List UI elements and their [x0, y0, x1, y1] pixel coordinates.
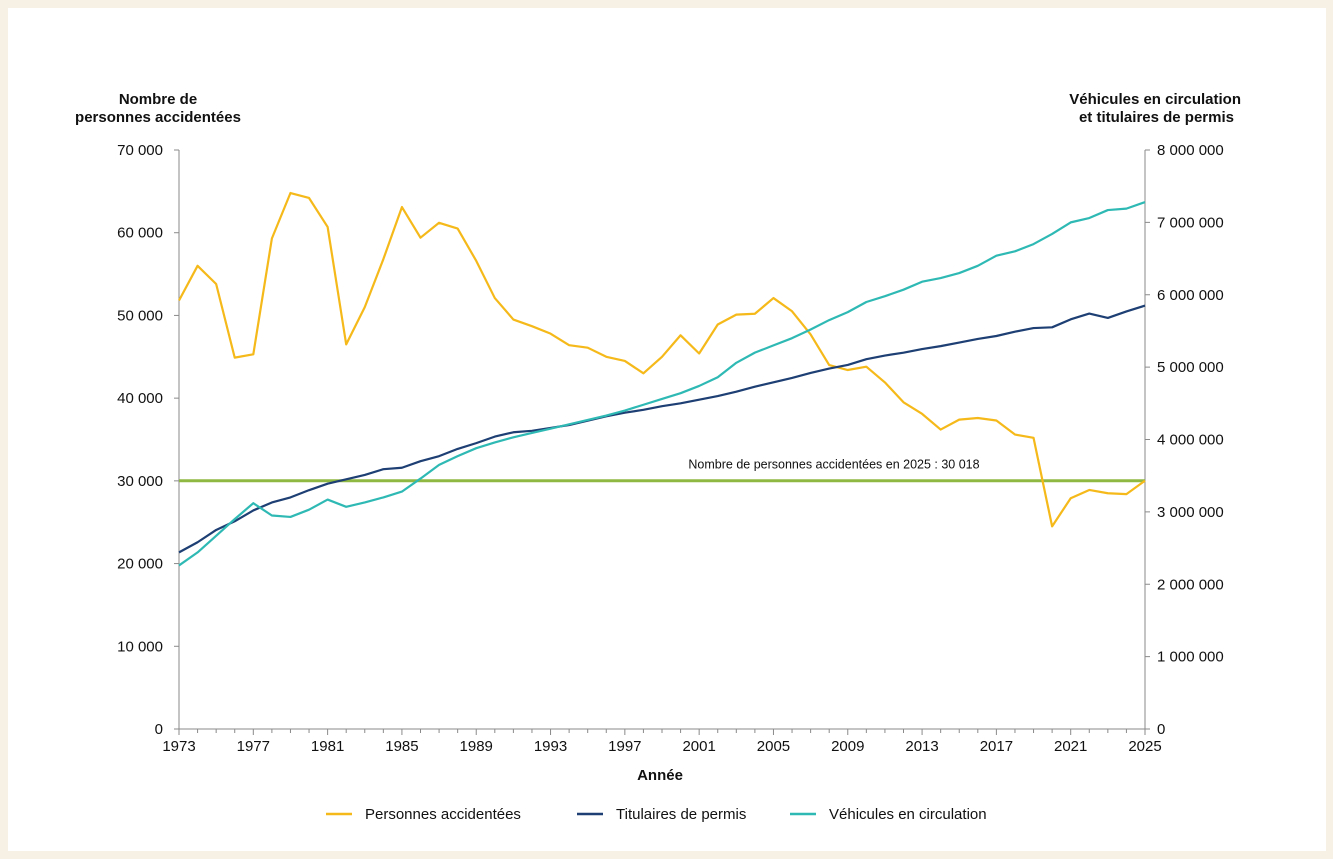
y-left-tick-label: 60 000: [117, 225, 163, 242]
x-tick-label: 1997: [608, 738, 641, 755]
series-lines: [178, 191, 1146, 567]
legend-label: Véhicules en circulation: [829, 806, 987, 823]
x-tick-label: 2005: [757, 738, 790, 755]
y-right-axis-title-line2: et titulaires de permis: [1079, 109, 1234, 126]
x-axis-title: Année: [637, 767, 683, 784]
x-tick-label: 2013: [905, 738, 938, 755]
reference-line-label: Nombre de personnes accidentées en 2025 …: [688, 458, 979, 472]
x-tick-label: 2001: [682, 738, 715, 755]
x-tick-label: 1977: [237, 738, 270, 755]
y-left-tick-label: 70 000: [117, 142, 163, 159]
x-tick-label: 2025: [1128, 738, 1161, 755]
x-tick-label: 1989: [460, 738, 493, 755]
y-right-tick-label: 1 000 000: [1157, 649, 1224, 666]
y-right-tick-label: 6 000 000: [1157, 287, 1224, 304]
series-line-titulaires-de-permis: [178, 304, 1146, 554]
axes: 0 10 000 20 000 30 000 40 000 50 000 60 000 70 …: [117, 142, 1224, 755]
legend: Personnes accidentées Titulaires de permi…: [326, 806, 987, 823]
y-right-tick-label: 7 000 000: [1157, 214, 1224, 231]
y-left-tick-label: 40 000: [117, 390, 163, 407]
y-left-tick-label: 20 000: [117, 556, 163, 573]
chart-panel: Nombre de personnes accidentées Véhicule…: [8, 8, 1326, 851]
x-tick-label: 1985: [385, 738, 418, 755]
y-right-tick-label: 5 000 000: [1157, 359, 1224, 376]
y-right-tick-label: 4 000 000: [1157, 432, 1224, 449]
y-left-axis-title-line2: personnes accidentées: [75, 109, 241, 126]
legend-label: Personnes accidentées: [365, 806, 521, 823]
reference-line-group: Nombre de personnes accidentées en 2025 …: [179, 458, 1145, 483]
series-line-vehicules-en-circulation: [178, 201, 1146, 567]
y-left-tick-label: 0: [155, 721, 163, 738]
y-right-tick-label: 2 000 000: [1157, 576, 1224, 593]
y-right-tick-label: 8 000 000: [1157, 142, 1224, 159]
y-left-axis-title-line1: Nombre de: [119, 91, 197, 108]
y-right-tick-label: 0: [1157, 721, 1165, 738]
legend-label: Titulaires de permis: [616, 806, 746, 823]
x-tick-label: 1993: [534, 738, 567, 755]
y-right-axis-title-line1: Véhicules en circulation: [1069, 91, 1241, 108]
x-tick-label: 1973: [162, 738, 195, 755]
line-chart: Nombre de personnes accidentées Véhicule…: [75, 91, 1241, 823]
y-right-tick-label: 3 000 000: [1157, 504, 1224, 521]
y-left-tick-label: 50 000: [117, 307, 163, 324]
x-tick-label: 2017: [980, 738, 1013, 755]
x-tick-label: 2021: [1054, 738, 1087, 755]
x-tick-label: 2009: [831, 738, 864, 755]
series-line-personnes-accidentees: [178, 191, 1146, 528]
y-left-tick-label: 30 000: [117, 473, 163, 490]
y-left-tick-label: 10 000: [117, 638, 163, 655]
x-tick-label: 1981: [311, 738, 344, 755]
